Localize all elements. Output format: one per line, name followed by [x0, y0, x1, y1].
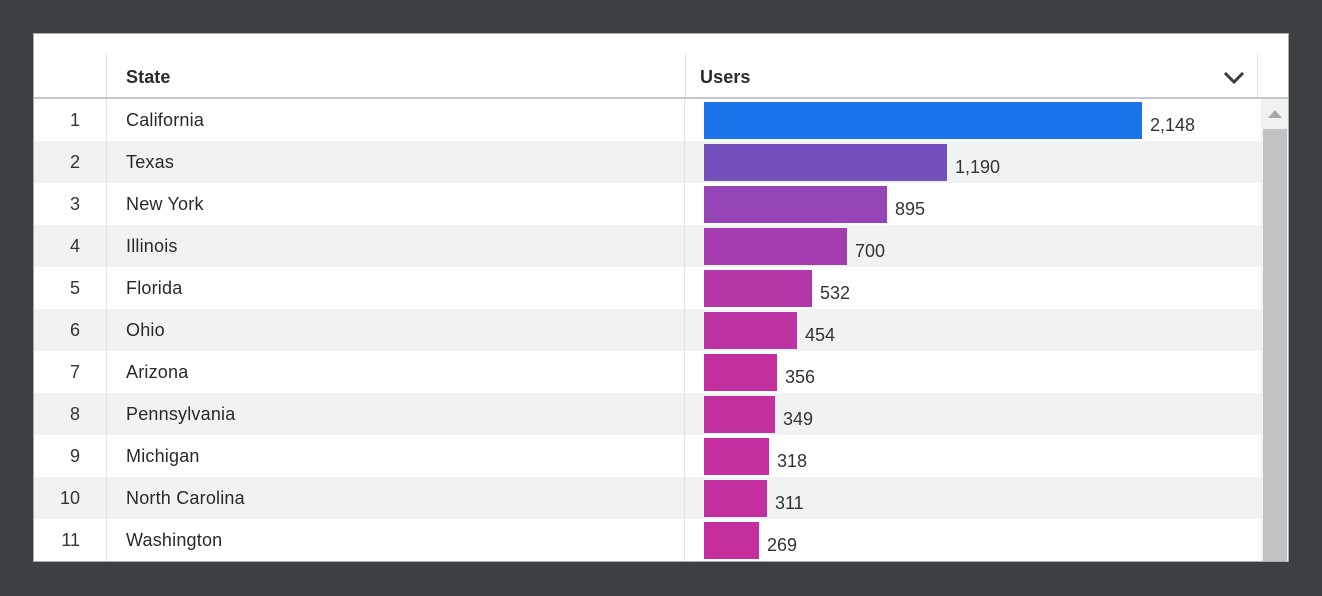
row-rank: 3 [69, 193, 80, 214]
table-row: 11 Washington 269 [34, 519, 1288, 561]
row-users-cell: 454 [684, 309, 1288, 351]
table-header-row: State Users [34, 34, 1288, 99]
users-bar [704, 437, 769, 475]
header-divider [685, 53, 686, 97]
users-bar [704, 227, 847, 265]
users-bar [704, 521, 759, 559]
scrollbar-thumb[interactable] [1263, 129, 1287, 561]
row-rank: 5 [69, 277, 80, 298]
row-users-cell: 349 [684, 393, 1288, 435]
header-divider [1257, 53, 1258, 97]
users-bar-value: 318 [777, 450, 808, 471]
row-users-cell: 700 [684, 225, 1288, 267]
users-bar-value: 895 [895, 198, 926, 219]
row-rank: 4 [69, 235, 80, 256]
table-row: 5 Florida 532 [34, 267, 1288, 309]
row-state: Washington [106, 519, 684, 561]
table-row: 2 Texas 1,190 [34, 141, 1288, 183]
row-rank: 8 [69, 403, 80, 424]
row-rank: 7 [69, 361, 80, 382]
row-state: Illinois [106, 225, 684, 267]
row-rank: 1 [69, 109, 80, 130]
users-bar-value: 269 [767, 534, 798, 555]
row-state: North Carolina [106, 477, 684, 519]
row-state: California [106, 99, 684, 141]
row-state: Florida [106, 267, 684, 309]
row-users-cell: 269 [684, 519, 1288, 561]
users-bar [704, 479, 767, 517]
row-users-cell: 356 [684, 351, 1288, 393]
users-column-label: Users [700, 67, 751, 87]
row-users-cell: 1,190 [684, 141, 1288, 183]
table-row: 1 California 2,148 [34, 99, 1288, 141]
vertical-scrollbar[interactable] [1261, 99, 1288, 561]
users-bar-value: 356 [785, 366, 816, 387]
users-bar-value: 532 [820, 282, 851, 303]
table-row: 8 Pennsylvania 349 [34, 393, 1288, 435]
users-bar [704, 101, 1142, 139]
users-bar [704, 143, 947, 181]
table-row: 6 Ohio 454 [34, 309, 1288, 351]
users-bar-value: 2,148 [1150, 114, 1196, 135]
scrollbar-up-button[interactable] [1261, 99, 1288, 129]
row-users-cell: 311 [684, 477, 1288, 519]
table-row: 9 Michigan 318 [34, 435, 1288, 477]
users-column-header[interactable]: Users [686, 67, 1257, 97]
triangle-up-icon [1267, 110, 1282, 118]
users-bar [704, 185, 887, 223]
users-bar-value: 1,190 [955, 156, 1001, 177]
row-state: Texas [106, 141, 684, 183]
row-state: Pennsylvania [106, 393, 684, 435]
row-rank: 9 [69, 445, 80, 466]
row-state: Ohio [106, 309, 684, 351]
row-rank: 11 [61, 529, 80, 550]
row-rank: 10 [59, 487, 80, 508]
users-bar-value: 700 [855, 240, 886, 261]
users-bar-value: 349 [783, 408, 814, 429]
row-state: Arizona [106, 351, 684, 393]
state-column-label: State [126, 67, 171, 87]
row-rank: 6 [69, 319, 80, 340]
row-state: Michigan [106, 435, 684, 477]
row-users-cell: 318 [684, 435, 1288, 477]
users-bar [704, 269, 812, 307]
table-body: 1 California 2,148 2 Texas 1,190 3 New York 895 4… [34, 99, 1288, 561]
table-row: 3 New York 895 [34, 183, 1288, 225]
row-state: New York [106, 183, 684, 225]
users-bar-value: 454 [805, 324, 836, 345]
row-rank: 2 [69, 151, 80, 172]
chevron-down-icon[interactable] [1223, 71, 1245, 85]
row-users-cell: 895 [684, 183, 1288, 225]
users-bar [704, 311, 797, 349]
table-row: 4 Illinois 700 [34, 225, 1288, 267]
users-bar-value: 311 [775, 492, 804, 513]
users-by-state-table-card: State Users 1 California 2,148 2 Texas 1,190 3… [33, 33, 1289, 562]
users-bar [704, 353, 777, 391]
users-bar [704, 395, 775, 433]
row-users-cell: 2,148 [684, 99, 1288, 141]
table-row: 7 Arizona 356 [34, 351, 1288, 393]
header-divider [106, 53, 107, 97]
state-column-header[interactable]: State [107, 67, 685, 97]
row-users-cell: 532 [684, 267, 1288, 309]
table-row: 10 North Carolina 311 [34, 477, 1288, 519]
